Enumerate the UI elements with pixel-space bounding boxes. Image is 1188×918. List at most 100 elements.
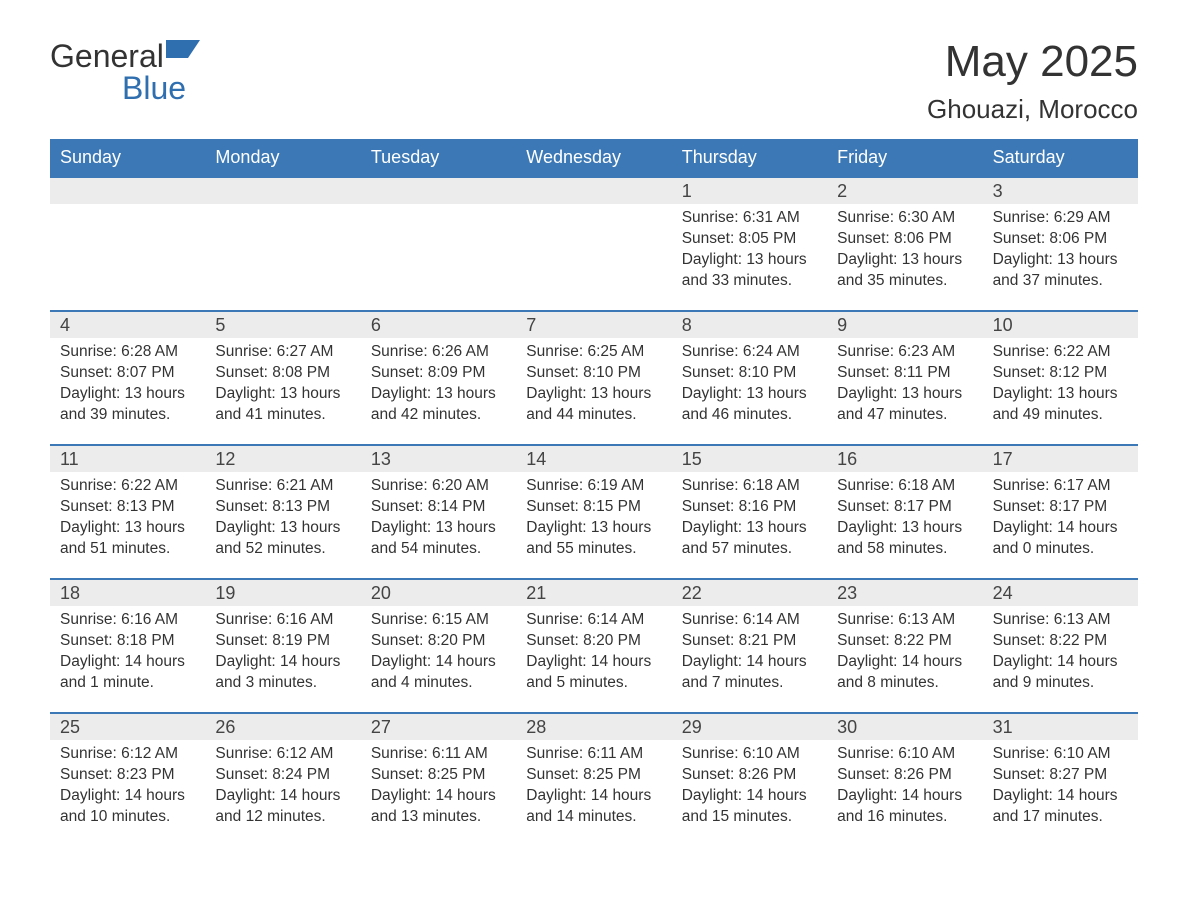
weekday-header: Friday bbox=[827, 139, 982, 176]
week-row: 18Sunrise: 6:16 AMSunset: 8:18 PMDayligh… bbox=[50, 578, 1138, 712]
day-info: Sunrise: 6:23 AMSunset: 8:11 PMDaylight:… bbox=[827, 338, 982, 432]
brand-name-part1: General bbox=[50, 38, 164, 74]
brand-name-part2: Blue bbox=[122, 70, 186, 106]
day-info: Sunrise: 6:13 AMSunset: 8:22 PMDaylight:… bbox=[827, 606, 982, 700]
day-cell: 27Sunrise: 6:11 AMSunset: 8:25 PMDayligh… bbox=[361, 714, 516, 846]
day-info: Sunrise: 6:10 AMSunset: 8:27 PMDaylight:… bbox=[983, 740, 1138, 834]
day-number: 31 bbox=[983, 714, 1138, 740]
day-cell: 22Sunrise: 6:14 AMSunset: 8:21 PMDayligh… bbox=[672, 580, 827, 712]
day-info: Sunrise: 6:16 AMSunset: 8:19 PMDaylight:… bbox=[205, 606, 360, 700]
day-cell: 24Sunrise: 6:13 AMSunset: 8:22 PMDayligh… bbox=[983, 580, 1138, 712]
day-number: 8 bbox=[672, 312, 827, 338]
day-info: Sunrise: 6:11 AMSunset: 8:25 PMDaylight:… bbox=[361, 740, 516, 834]
day-info: Sunrise: 6:24 AMSunset: 8:10 PMDaylight:… bbox=[672, 338, 827, 432]
day-info: Sunrise: 6:17 AMSunset: 8:17 PMDaylight:… bbox=[983, 472, 1138, 566]
day-cell bbox=[361, 178, 516, 310]
day-number: 19 bbox=[205, 580, 360, 606]
week-row: 1Sunrise: 6:31 AMSunset: 8:05 PMDaylight… bbox=[50, 176, 1138, 310]
brand-flag-icon bbox=[166, 40, 200, 60]
day-info: Sunrise: 6:18 AMSunset: 8:16 PMDaylight:… bbox=[672, 472, 827, 566]
day-number: 16 bbox=[827, 446, 982, 472]
day-cell: 9Sunrise: 6:23 AMSunset: 8:11 PMDaylight… bbox=[827, 312, 982, 444]
day-info: Sunrise: 6:31 AMSunset: 8:05 PMDaylight:… bbox=[672, 204, 827, 298]
brand-logo: General Blue bbox=[50, 40, 200, 104]
day-number: 28 bbox=[516, 714, 671, 740]
day-number: 13 bbox=[361, 446, 516, 472]
day-number: 4 bbox=[50, 312, 205, 338]
day-number: 21 bbox=[516, 580, 671, 606]
day-number: 22 bbox=[672, 580, 827, 606]
day-info: Sunrise: 6:15 AMSunset: 8:20 PMDaylight:… bbox=[361, 606, 516, 700]
day-cell: 20Sunrise: 6:15 AMSunset: 8:20 PMDayligh… bbox=[361, 580, 516, 712]
day-info: Sunrise: 6:14 AMSunset: 8:21 PMDaylight:… bbox=[672, 606, 827, 700]
day-cell: 11Sunrise: 6:22 AMSunset: 8:13 PMDayligh… bbox=[50, 446, 205, 578]
day-info: Sunrise: 6:19 AMSunset: 8:15 PMDaylight:… bbox=[516, 472, 671, 566]
day-info: Sunrise: 6:18 AMSunset: 8:17 PMDaylight:… bbox=[827, 472, 982, 566]
day-cell: 1Sunrise: 6:31 AMSunset: 8:05 PMDaylight… bbox=[672, 178, 827, 310]
day-cell: 8Sunrise: 6:24 AMSunset: 8:10 PMDaylight… bbox=[672, 312, 827, 444]
day-info: Sunrise: 6:20 AMSunset: 8:14 PMDaylight:… bbox=[361, 472, 516, 566]
day-info: Sunrise: 6:16 AMSunset: 8:18 PMDaylight:… bbox=[50, 606, 205, 700]
day-cell: 4Sunrise: 6:28 AMSunset: 8:07 PMDaylight… bbox=[50, 312, 205, 444]
day-number: 1 bbox=[672, 178, 827, 204]
week-row: 11Sunrise: 6:22 AMSunset: 8:13 PMDayligh… bbox=[50, 444, 1138, 578]
weekday-header: Wednesday bbox=[516, 139, 671, 176]
day-info: Sunrise: 6:13 AMSunset: 8:22 PMDaylight:… bbox=[983, 606, 1138, 700]
day-cell: 10Sunrise: 6:22 AMSunset: 8:12 PMDayligh… bbox=[983, 312, 1138, 444]
day-number: 7 bbox=[516, 312, 671, 338]
day-number: 10 bbox=[983, 312, 1138, 338]
day-number: 30 bbox=[827, 714, 982, 740]
day-number: 15 bbox=[672, 446, 827, 472]
day-info: Sunrise: 6:22 AMSunset: 8:13 PMDaylight:… bbox=[50, 472, 205, 566]
day-number: 25 bbox=[50, 714, 205, 740]
brand-text: General Blue bbox=[50, 40, 200, 104]
day-info: Sunrise: 6:14 AMSunset: 8:20 PMDaylight:… bbox=[516, 606, 671, 700]
day-cell: 15Sunrise: 6:18 AMSunset: 8:16 PMDayligh… bbox=[672, 446, 827, 578]
day-info: Sunrise: 6:22 AMSunset: 8:12 PMDaylight:… bbox=[983, 338, 1138, 432]
day-number: 12 bbox=[205, 446, 360, 472]
title-block: May 2025 Ghouazi, Morocco bbox=[927, 40, 1138, 125]
day-cell: 13Sunrise: 6:20 AMSunset: 8:14 PMDayligh… bbox=[361, 446, 516, 578]
day-cell: 3Sunrise: 6:29 AMSunset: 8:06 PMDaylight… bbox=[983, 178, 1138, 310]
day-info: Sunrise: 6:11 AMSunset: 8:25 PMDaylight:… bbox=[516, 740, 671, 834]
day-cell: 16Sunrise: 6:18 AMSunset: 8:17 PMDayligh… bbox=[827, 446, 982, 578]
day-info: Sunrise: 6:10 AMSunset: 8:26 PMDaylight:… bbox=[672, 740, 827, 834]
day-number: 24 bbox=[983, 580, 1138, 606]
day-cell: 5Sunrise: 6:27 AMSunset: 8:08 PMDaylight… bbox=[205, 312, 360, 444]
day-cell: 19Sunrise: 6:16 AMSunset: 8:19 PMDayligh… bbox=[205, 580, 360, 712]
month-title: May 2025 bbox=[927, 40, 1138, 84]
day-cell bbox=[50, 178, 205, 310]
day-info: Sunrise: 6:30 AMSunset: 8:06 PMDaylight:… bbox=[827, 204, 982, 298]
day-number bbox=[361, 178, 516, 204]
day-cell bbox=[516, 178, 671, 310]
weeks-container: 1Sunrise: 6:31 AMSunset: 8:05 PMDaylight… bbox=[50, 176, 1138, 846]
weekday-header: Sunday bbox=[50, 139, 205, 176]
day-cell: 18Sunrise: 6:16 AMSunset: 8:18 PMDayligh… bbox=[50, 580, 205, 712]
day-info: Sunrise: 6:27 AMSunset: 8:08 PMDaylight:… bbox=[205, 338, 360, 432]
day-number: 11 bbox=[50, 446, 205, 472]
calendar-grid: SundayMondayTuesdayWednesdayThursdayFrid… bbox=[50, 139, 1138, 846]
day-info: Sunrise: 6:26 AMSunset: 8:09 PMDaylight:… bbox=[361, 338, 516, 432]
day-info: Sunrise: 6:25 AMSunset: 8:10 PMDaylight:… bbox=[516, 338, 671, 432]
day-info: Sunrise: 6:12 AMSunset: 8:23 PMDaylight:… bbox=[50, 740, 205, 834]
day-number bbox=[516, 178, 671, 204]
day-cell: 6Sunrise: 6:26 AMSunset: 8:09 PMDaylight… bbox=[361, 312, 516, 444]
day-cell: 21Sunrise: 6:14 AMSunset: 8:20 PMDayligh… bbox=[516, 580, 671, 712]
day-number: 18 bbox=[50, 580, 205, 606]
weekday-header: Thursday bbox=[672, 139, 827, 176]
day-cell: 7Sunrise: 6:25 AMSunset: 8:10 PMDaylight… bbox=[516, 312, 671, 444]
weekday-header: Tuesday bbox=[361, 139, 516, 176]
day-number: 27 bbox=[361, 714, 516, 740]
day-cell: 28Sunrise: 6:11 AMSunset: 8:25 PMDayligh… bbox=[516, 714, 671, 846]
week-row: 25Sunrise: 6:12 AMSunset: 8:23 PMDayligh… bbox=[50, 712, 1138, 846]
page-header: General Blue May 2025 Ghouazi, Morocco bbox=[50, 40, 1138, 125]
day-number bbox=[50, 178, 205, 204]
day-cell: 29Sunrise: 6:10 AMSunset: 8:26 PMDayligh… bbox=[672, 714, 827, 846]
day-info: Sunrise: 6:12 AMSunset: 8:24 PMDaylight:… bbox=[205, 740, 360, 834]
day-cell: 17Sunrise: 6:17 AMSunset: 8:17 PMDayligh… bbox=[983, 446, 1138, 578]
day-cell: 14Sunrise: 6:19 AMSunset: 8:15 PMDayligh… bbox=[516, 446, 671, 578]
day-number: 9 bbox=[827, 312, 982, 338]
day-cell bbox=[205, 178, 360, 310]
day-number: 14 bbox=[516, 446, 671, 472]
day-number: 2 bbox=[827, 178, 982, 204]
